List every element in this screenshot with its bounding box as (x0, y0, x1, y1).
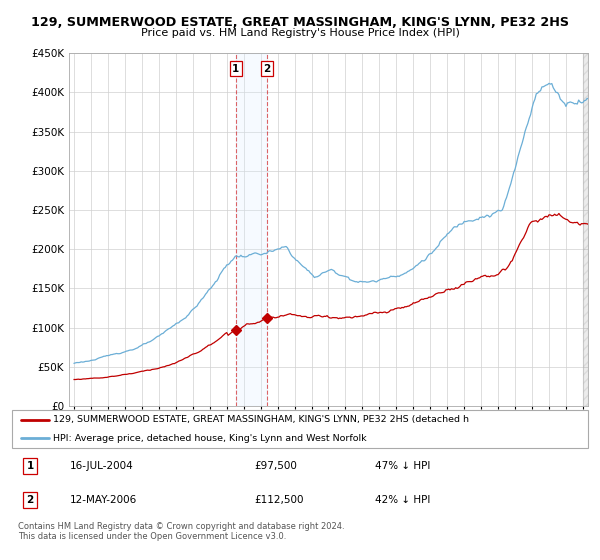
Bar (583, 53, 588, 406)
Text: 42% ↓ HPI: 42% ↓ HPI (375, 494, 430, 505)
Text: Price paid vs. HM Land Registry's House Price Index (HPI): Price paid vs. HM Land Registry's House … (140, 28, 460, 38)
Text: £112,500: £112,500 (254, 494, 304, 505)
Text: Contains HM Land Registry data © Crown copyright and database right 2024.
This d: Contains HM Land Registry data © Crown c… (18, 522, 344, 542)
Text: 1: 1 (26, 461, 34, 472)
Text: 47% ↓ HPI: 47% ↓ HPI (375, 461, 430, 472)
Text: 2: 2 (263, 64, 271, 74)
Text: HPI: Average price, detached house, King's Lynn and West Norfolk: HPI: Average price, detached house, King… (53, 433, 367, 442)
Text: 16-JUL-2004: 16-JUL-2004 (70, 461, 133, 472)
Text: 129, SUMMERWOOD ESTATE, GREAT MASSINGHAM, KING'S LYNN, PE32 2HS (detached h: 129, SUMMERWOOD ESTATE, GREAT MASSINGHAM… (53, 416, 469, 424)
Text: £97,500: £97,500 (254, 461, 297, 472)
Text: 2: 2 (26, 494, 34, 505)
Text: 12-MAY-2006: 12-MAY-2006 (70, 494, 137, 505)
FancyBboxPatch shape (12, 410, 588, 448)
Text: 1: 1 (232, 64, 239, 74)
Text: 129, SUMMERWOOD ESTATE, GREAT MASSINGHAM, KING'S LYNN, PE32 2HS: 129, SUMMERWOOD ESTATE, GREAT MASSINGHAM… (31, 16, 569, 29)
Bar (236, 53, 267, 406)
